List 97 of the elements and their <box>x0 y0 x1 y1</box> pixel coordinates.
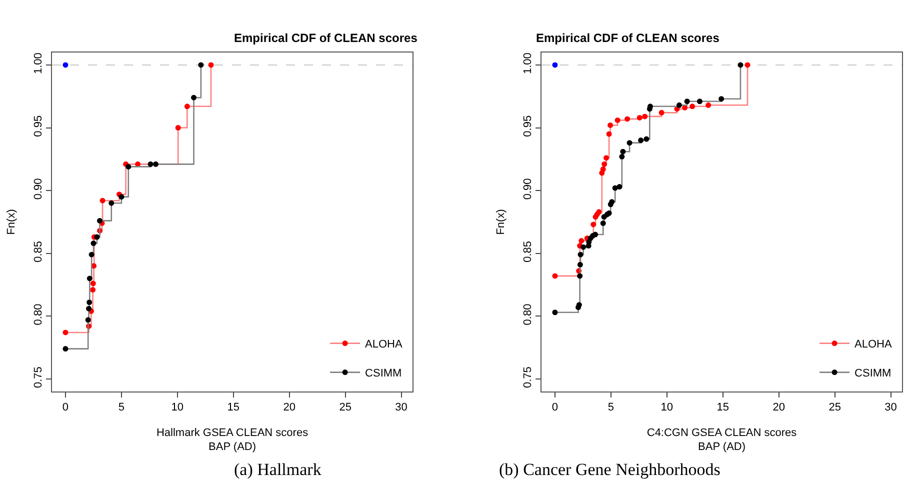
legend-label: ALOHA <box>365 338 404 351</box>
point <box>616 184 622 190</box>
point <box>638 138 644 144</box>
point <box>552 310 558 316</box>
point <box>592 232 598 238</box>
x-tick-label: 25 <box>339 402 352 414</box>
x-tick-label: 30 <box>395 402 408 414</box>
point <box>636 114 642 120</box>
point <box>88 252 94 258</box>
y-tick-label: 0.80 <box>32 304 45 326</box>
point <box>718 96 724 102</box>
y-tick-label: 0.85 <box>522 240 534 262</box>
point <box>90 240 96 246</box>
point <box>86 276 92 282</box>
legend-label: CSIMM <box>365 368 402 380</box>
x-tick-label: 15 <box>227 402 240 414</box>
point <box>578 252 584 258</box>
legend-label: ALOHA <box>854 338 893 351</box>
point <box>148 161 154 167</box>
chart-title: Empirical CDF of CLEAN scores <box>536 31 720 45</box>
y-tick-label: 0.95 <box>522 115 534 137</box>
point <box>152 161 158 167</box>
y-axis-title: Fn(x) <box>5 209 18 235</box>
point <box>96 218 102 224</box>
y-tick-label: 1.00 <box>522 52 534 74</box>
point <box>644 136 650 142</box>
x-tick-label: 25 <box>828 402 841 414</box>
point <box>620 148 626 154</box>
point <box>184 104 190 110</box>
point <box>208 62 214 68</box>
point <box>198 62 204 68</box>
point <box>684 98 690 104</box>
point <box>552 273 558 279</box>
y-tick-label: 0.75 <box>32 366 45 388</box>
y-axis-title: Fn(x) <box>494 209 507 235</box>
point <box>90 287 96 293</box>
point <box>738 62 744 68</box>
point <box>624 116 630 122</box>
point <box>578 238 584 244</box>
y-tick-label: 0.90 <box>522 178 534 200</box>
point <box>86 306 92 312</box>
point <box>602 161 608 167</box>
point <box>94 234 100 240</box>
point <box>100 198 106 204</box>
point <box>676 102 682 108</box>
x-tick-label: 5 <box>118 402 125 414</box>
text: (a) Hallmark <box>234 460 322 479</box>
point <box>658 110 664 116</box>
y-tick-label: 0.75 <box>522 366 534 388</box>
point <box>619 154 625 160</box>
x-tick-label: 30 <box>884 402 897 414</box>
point <box>577 262 583 268</box>
y-tick-label: 0.90 <box>32 178 45 200</box>
chart-title: Empirical CDF of CLEAN scores <box>234 31 418 45</box>
y-tick-label: 0.85 <box>32 240 45 262</box>
x-tick-label: 5 <box>608 402 614 414</box>
y-tick-label: 1.00 <box>32 52 45 74</box>
point <box>606 131 612 137</box>
x-tick-label: 20 <box>283 402 296 414</box>
x-tick-label: 0 <box>62 402 69 414</box>
legend-label: CSIMM <box>854 368 892 380</box>
point <box>596 209 602 215</box>
point <box>600 166 606 172</box>
point <box>577 273 583 279</box>
x-tick-label: 0 <box>552 402 558 414</box>
point <box>642 114 648 120</box>
x-axis-title: Hallmark GSEA CLEAN scores BAP (AD) <box>156 426 309 454</box>
point <box>191 94 197 100</box>
point <box>590 222 596 228</box>
point <box>604 155 609 161</box>
point <box>626 140 632 146</box>
point <box>608 122 614 128</box>
x-axis-title: C4:CGN GSEA CLEAN scores BAP (AD) <box>646 426 798 454</box>
x-tick-label: 20 <box>772 402 785 414</box>
y-tick-label: 0.95 <box>32 115 45 137</box>
point <box>609 199 615 205</box>
point <box>62 330 68 336</box>
point <box>86 300 92 306</box>
text: (b) Cancer Gene Neighborhoods <box>499 460 720 479</box>
point <box>118 194 124 200</box>
point <box>744 62 750 68</box>
point <box>600 220 606 226</box>
point <box>696 98 702 104</box>
point <box>614 117 620 123</box>
point <box>175 125 181 130</box>
point <box>85 317 91 323</box>
x-tick-label: 10 <box>660 402 674 414</box>
point <box>126 164 132 170</box>
y-tick-label: 0.80 <box>522 304 534 326</box>
point <box>90 280 96 286</box>
point <box>706 102 712 108</box>
point <box>62 346 68 352</box>
x-tick-label: 15 <box>716 402 730 414</box>
point <box>108 200 114 206</box>
point <box>690 104 696 110</box>
x-tick-label: 10 <box>171 402 184 414</box>
point <box>580 244 586 250</box>
